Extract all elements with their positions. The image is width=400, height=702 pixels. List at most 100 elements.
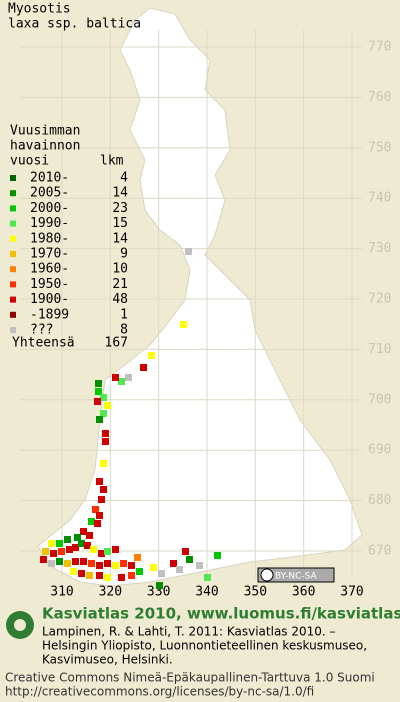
record-square: [102, 438, 109, 445]
record-square: [186, 556, 193, 563]
record-square: [214, 552, 221, 559]
record-square: [48, 560, 55, 567]
record-square: [156, 582, 163, 589]
citation: Kasvimuseo, Helsinki.: [42, 653, 173, 667]
legend-label: -1899: [30, 307, 69, 322]
badge-text: BY-NC-SA: [275, 572, 318, 582]
record-square: [98, 496, 105, 503]
northing-label: 740: [368, 191, 391, 206]
legend-count: 9: [120, 247, 128, 262]
record-square: [100, 410, 107, 417]
legend-count: 48: [112, 292, 128, 307]
record-square: [204, 574, 211, 581]
license: Creative Commons Nimeä-Epäkaupallinen-Ta…: [5, 671, 375, 685]
record-square: [176, 566, 183, 573]
record-square: [118, 378, 125, 385]
record-square: [95, 388, 102, 395]
record-square: [88, 518, 95, 525]
records: [40, 248, 221, 589]
record-square: [64, 536, 71, 543]
northing-label: 720: [368, 292, 391, 307]
total-label: Yhteensä: [12, 336, 75, 351]
citation: Helsingin Yliopisto, Luonnontieteellinen…: [42, 639, 367, 653]
record-square: [120, 560, 127, 567]
footer-heading: Kasviatlas 2010, www.luomus.fi/kasviatla…: [42, 605, 400, 623]
easting-label: 340: [195, 585, 218, 600]
record-square: [74, 534, 81, 541]
record-square: [128, 572, 135, 579]
record-square: [182, 548, 189, 555]
legend-swatch: [10, 175, 16, 181]
record-square: [72, 558, 79, 565]
legend-swatch: [10, 266, 16, 273]
northing-label: 680: [368, 493, 391, 508]
record-square: [104, 574, 111, 581]
record-square: [80, 558, 87, 565]
record-square: [78, 540, 85, 547]
record-square: [170, 560, 177, 567]
easting-label: 330: [147, 585, 170, 600]
legend-label: 1990-: [30, 216, 69, 231]
record-square: [148, 352, 155, 359]
record-square: [118, 574, 125, 581]
citation: Lampinen, R. & Lahti, T. 2011: Kasviatla…: [42, 625, 336, 639]
record-square: [150, 564, 157, 571]
cc-badge: BY-NC-SA: [257, 567, 335, 583]
legend-label: 2000-: [30, 201, 69, 216]
record-square: [86, 572, 93, 579]
record-square: [96, 512, 103, 519]
record-square: [140, 364, 147, 371]
record-square: [56, 558, 63, 565]
record-square: [56, 540, 63, 547]
legend-swatch: [10, 311, 16, 318]
record-square: [112, 374, 119, 381]
legend-swatch: [10, 220, 16, 227]
legend-label: 1980-: [30, 231, 69, 246]
legend-swatch: [10, 281, 16, 288]
record-square: [58, 548, 65, 555]
legend-count: 21: [112, 277, 128, 292]
legend-swatch: [10, 190, 16, 197]
legend-label: 1970-: [30, 247, 69, 262]
legend-label: 1950-: [30, 277, 69, 292]
record-square: [158, 570, 165, 577]
record-square: [100, 394, 107, 401]
logo-hole: [14, 619, 26, 631]
easting-label: 360: [292, 585, 315, 600]
legend-count: 14: [112, 186, 128, 201]
record-square: [84, 542, 91, 549]
legend-label: ???: [30, 323, 53, 338]
northing-label: 760: [368, 90, 391, 105]
legend-count: 4: [120, 171, 128, 186]
legend-count-header: lkm: [100, 154, 124, 169]
record-square: [96, 572, 103, 579]
legend-count: 15: [112, 216, 128, 231]
title-line: laxa ssp. baltica: [8, 17, 141, 32]
record-square: [112, 546, 119, 553]
record-square: [134, 554, 141, 561]
record-square: [128, 562, 135, 569]
legend-label: 2005-: [30, 186, 69, 201]
legend-swatch: [10, 205, 16, 212]
easting-label: 320: [99, 585, 122, 600]
record-square: [94, 520, 101, 527]
record-square: [104, 560, 111, 567]
legend-label: 1960-: [30, 262, 69, 277]
record-square: [86, 532, 93, 539]
northing-label: 700: [368, 392, 391, 407]
license: http://creativecommons.org/licenses/by-n…: [5, 685, 314, 699]
record-square: [42, 548, 49, 555]
record-square: [48, 540, 55, 547]
land: [37, 7, 363, 587]
legend-swatch: [10, 251, 16, 257]
cc-icon: [260, 568, 274, 582]
record-square: [78, 570, 85, 577]
record-square: [196, 562, 203, 569]
easting-label: 310: [50, 585, 73, 600]
easting-label: 370: [340, 585, 363, 600]
legend-count: 23: [112, 201, 128, 216]
legend-header: Vuusimman: [10, 124, 80, 139]
